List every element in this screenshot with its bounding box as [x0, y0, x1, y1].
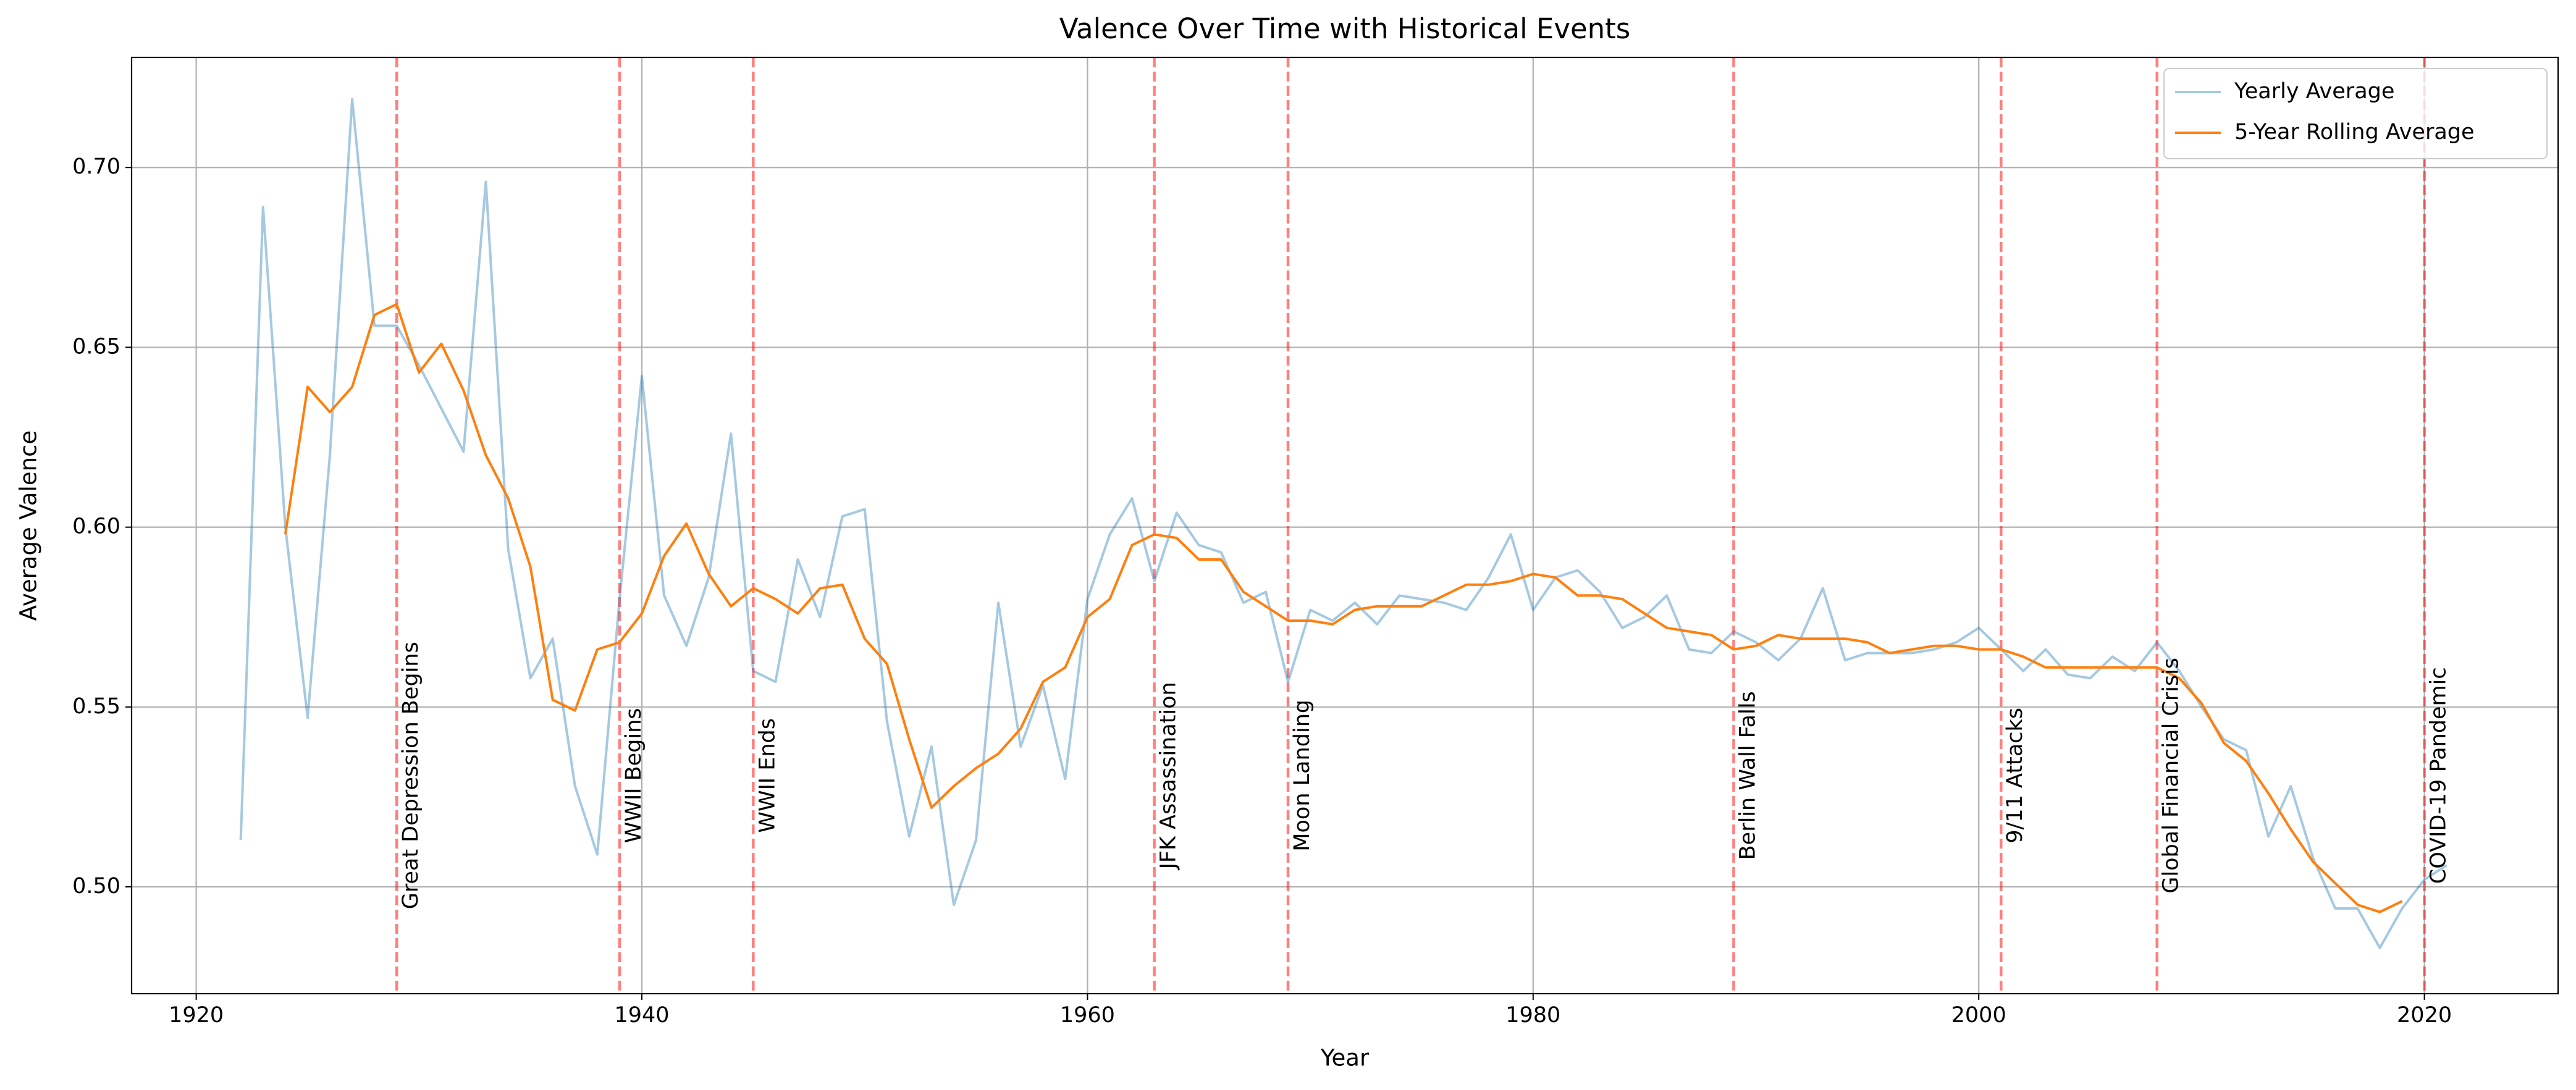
y-tick-label: 0.50 — [72, 874, 120, 899]
y-tick-label: 0.70 — [72, 154, 120, 179]
legend-box — [2163, 68, 2548, 159]
x-tick-label: 1940 — [614, 1003, 669, 1028]
series-line — [239, 98, 2448, 949]
y-tick-label: 0.65 — [72, 334, 120, 359]
chart-title: Valence Over Time with Historical Events — [1059, 12, 1631, 45]
y-axis-label: Average Valence — [15, 430, 42, 621]
event-label: WWII Begins — [621, 708, 646, 843]
x-tick-label: 1960 — [1060, 1003, 1115, 1028]
legend-label: Yearly Average — [2234, 79, 2394, 104]
legend-label: 5-Year Rolling Average — [2234, 120, 2475, 145]
event-label: Berlin Wall Falls — [1735, 691, 1760, 860]
x-tick-label: 1920 — [169, 1003, 224, 1028]
x-tick-label: 2000 — [1951, 1003, 2006, 1028]
event-label: 9/11 Attacks — [2003, 708, 2027, 844]
event-label: Moon Landing — [1290, 700, 1315, 852]
x-tick-label: 1980 — [1505, 1003, 1560, 1028]
series-line — [284, 303, 2403, 913]
event-label: COVID-19 Pandemic — [2427, 667, 2451, 884]
axes-frame — [130, 56, 2559, 995]
x-tick-label: 2020 — [2397, 1003, 2452, 1028]
event-label: WWII Ends — [755, 718, 780, 833]
x-axis-label: Year — [1320, 1045, 1370, 1071]
event-label: Global Financial Crisis — [2159, 658, 2184, 894]
y-tick-label: 0.55 — [72, 694, 120, 719]
y-tick-label: 0.60 — [72, 514, 120, 539]
event-label: Great Depression Begins — [398, 642, 423, 909]
event-label: JFK Assassination — [1156, 682, 1181, 870]
